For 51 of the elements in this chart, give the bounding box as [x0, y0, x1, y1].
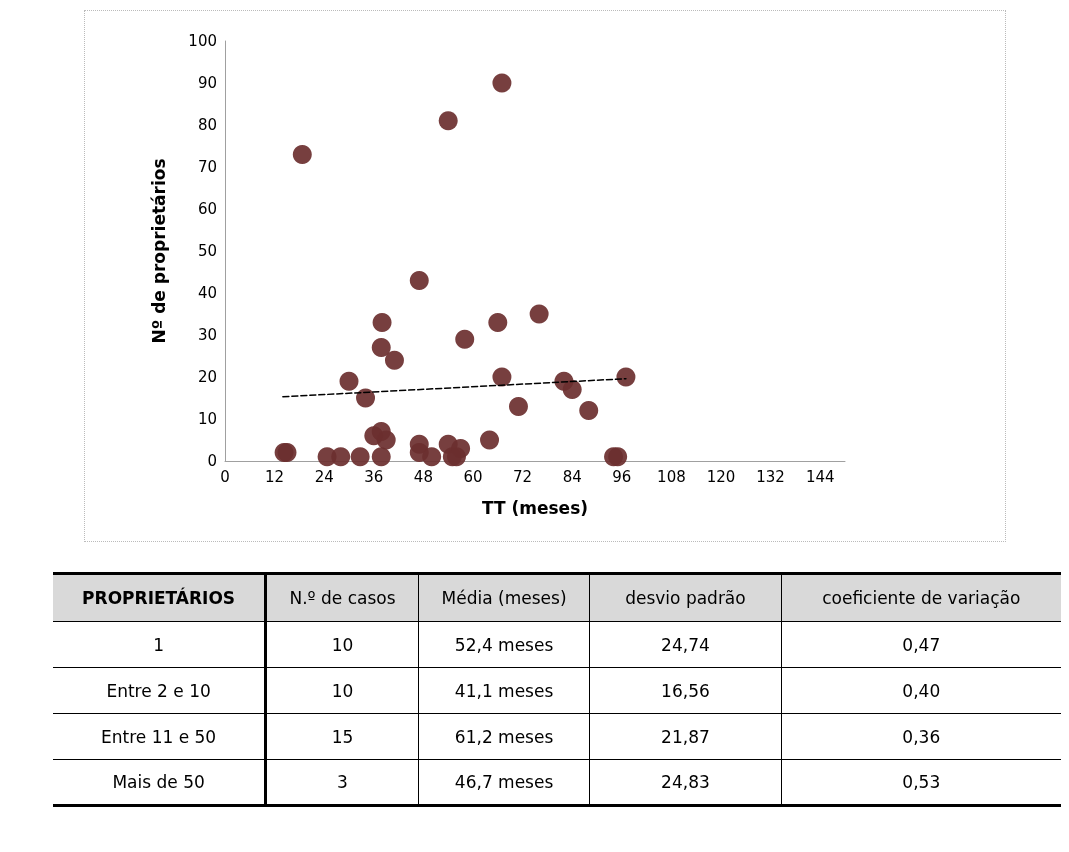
x-tick-label: 60: [463, 467, 483, 486]
x-axis-title: TT (meses): [481, 497, 589, 518]
x-tick-label: 36: [364, 467, 384, 486]
text: PROPRIETÁRIOS: [53, 573, 266, 622]
text: desvio padrão: [589, 573, 782, 622]
y-tick-label: 100: [188, 32, 217, 50]
text: 24,83: [589, 759, 782, 806]
text: Entre 11 e 50: [53, 713, 266, 760]
x-tick-label: 12: [265, 467, 285, 486]
x-tick-label: 96: [612, 467, 632, 486]
y-axis-title: Nº de proprietários: [148, 158, 169, 344]
text: 46,7 meses: [418, 759, 590, 806]
y-tick-label: 90: [197, 74, 217, 92]
y-tick-label: 80: [197, 116, 217, 134]
x-tick-label: 0: [220, 467, 230, 486]
text: 3: [265, 759, 419, 806]
y-tick-label: 20: [197, 368, 217, 386]
x-tick-label: 108: [657, 467, 686, 486]
x-tick-label: 120: [706, 467, 736, 486]
text: 0,36: [781, 713, 1061, 760]
text: 41,1 meses: [418, 667, 590, 714]
x-tick-label: 144: [805, 467, 835, 486]
text: 0,40: [781, 667, 1061, 714]
y-tick-label: 40: [197, 284, 217, 302]
text: 61,2 meses: [418, 713, 590, 760]
x-tick-label: 72: [513, 467, 533, 486]
text: Mais de 50: [53, 759, 266, 806]
y-tick-label: 0: [207, 452, 217, 470]
text: 1: [53, 621, 266, 668]
text: Entre 2 e 10: [53, 667, 266, 714]
y-tick-label: 50: [197, 242, 217, 260]
y-tick-label: 30: [197, 326, 217, 344]
text: 52,4 meses: [418, 621, 590, 668]
y-tick-label: 60: [197, 200, 217, 218]
x-tick-label: 132: [756, 467, 785, 486]
text: Média (meses): [418, 573, 590, 622]
text: 21,87: [589, 713, 782, 760]
text: N.º de casos: [265, 573, 419, 622]
text: 16,56: [589, 667, 782, 714]
text: 0,47: [781, 621, 1061, 668]
text: 24,74: [589, 621, 782, 668]
text: 15: [265, 713, 419, 760]
text: 10: [265, 621, 419, 668]
text: 10: [265, 667, 419, 714]
x-tick-label: 84: [562, 467, 582, 486]
y-tick-label: 10: [197, 410, 217, 428]
y-tick-label: 70: [197, 158, 217, 176]
x-tick-label: 48: [413, 467, 433, 486]
text: 0,53: [781, 759, 1061, 806]
text: coeficiente de variação: [781, 573, 1061, 622]
x-tick-label: 24: [314, 467, 334, 486]
